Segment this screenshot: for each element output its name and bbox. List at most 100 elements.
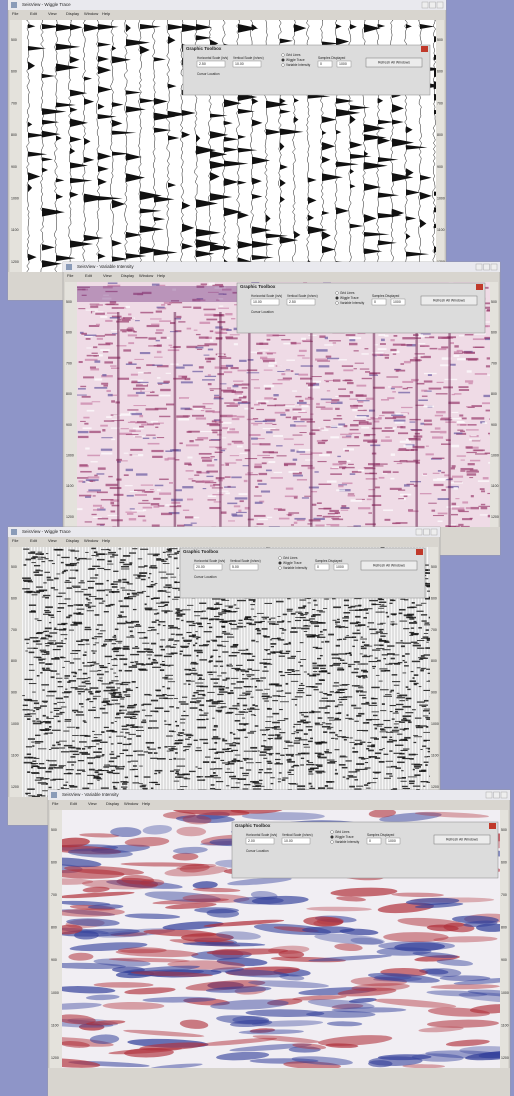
menu-item[interactable]: Display [106,801,119,806]
window-max-button[interactable] [484,264,490,270]
intensity-streak [199,366,204,368]
trace-band [310,312,313,527]
wiggle-dash [391,690,394,692]
axis-label-right: 800 [437,133,443,137]
intensity-streak [97,338,103,340]
menu-item[interactable]: View [103,273,112,278]
menu-item[interactable]: Help [102,538,111,543]
menu-item[interactable]: File [12,538,19,543]
menu-item[interactable]: Edit [30,11,38,16]
window-min-button[interactable] [476,264,482,270]
option-label[interactable]: Wiggle Trace [283,561,302,565]
option-radio[interactable] [279,567,282,570]
menu-item[interactable]: View [88,801,97,806]
option-label[interactable]: Wiggle Trace [335,835,354,839]
option-radio[interactable] [282,54,285,57]
wiggle-dash [148,627,154,628]
intensity-streak [85,336,93,337]
window-close-button[interactable] [431,529,437,535]
window-close-button[interactable] [501,792,507,798]
menu-item[interactable]: Display [66,11,79,16]
intensity-streak [445,421,457,422]
menu-item[interactable]: File [52,801,59,806]
window-max-button[interactable] [424,529,430,535]
option-label[interactable]: Variable Intensity [335,840,360,844]
option-radio[interactable] [331,836,334,839]
menu-item[interactable]: Display [121,273,134,278]
intensity-streak [438,513,448,515]
window-close-button[interactable] [491,264,497,270]
option-label[interactable]: Grid Lines [286,53,301,57]
wiggle-dash [126,637,134,638]
option-label[interactable]: Grid Lines [283,556,298,560]
refresh-button-label[interactable]: Refresh All Windows [446,837,478,841]
wiggle-dash [110,757,117,759]
wiggle-dash [109,682,113,684]
option-label[interactable]: Variable Intensity [283,566,308,570]
menu-item[interactable]: Edit [30,538,38,543]
menu-item[interactable]: Help [142,801,151,806]
window-min-button[interactable] [486,792,492,798]
option-radio[interactable] [331,831,334,834]
window-min-button[interactable] [422,2,428,8]
toolbox-close[interactable] [421,46,428,52]
menu-item[interactable]: Window [84,538,98,543]
option-label[interactable]: Wiggle Trace [340,296,359,300]
menu-item[interactable]: Window [84,11,98,16]
wiggle-dash [76,748,81,750]
window-max-button[interactable] [494,792,500,798]
intensity-streak [361,353,368,354]
option-label[interactable]: Variable Intensity [340,301,365,305]
wiggle-dash [174,743,179,744]
wiggle-dash [99,603,104,604]
menu-item[interactable]: View [48,538,57,543]
refresh-button-label[interactable]: Refresh All Windows [433,298,465,302]
menu-item[interactable]: Window [124,801,138,806]
menu-item[interactable]: Window [139,273,153,278]
menu-item[interactable]: Display [66,538,79,543]
wiggle-dash [337,619,340,620]
wiggle-dash [71,764,74,765]
refresh-button-label[interactable]: Refresh All Windows [378,60,410,64]
intensity-streak [209,424,220,426]
cursor-location: Cursor Location [197,72,220,76]
menu-item[interactable]: Help [102,11,111,16]
menu-item[interactable]: Edit [85,273,93,278]
wiggle-dash [301,683,303,684]
wiggle-dash [319,707,328,708]
refresh-button-label[interactable]: Refresh All Windows [373,563,405,567]
toolbox-close[interactable] [416,549,423,555]
intensity-streak [233,399,241,401]
wiggle-dash [169,638,174,639]
intensity-streak [317,461,326,462]
option-radio[interactable] [282,59,285,62]
menu-item[interactable]: View [48,11,57,16]
option-label[interactable]: Variable Intensity [286,63,311,67]
window-min-button[interactable] [416,529,422,535]
option-radio[interactable] [331,841,334,844]
intensity-streak [192,415,204,417]
wiggle-dash [373,715,378,716]
wiggle-dash [234,604,236,605]
menu-item[interactable]: File [67,273,74,278]
option-radio[interactable] [336,292,339,295]
option-label[interactable]: Grid Lines [335,830,350,834]
toolbox-close[interactable] [489,823,496,829]
option-radio[interactable] [282,64,285,67]
wiggle-dash [191,698,197,699]
option-radio[interactable] [279,562,282,565]
option-radio[interactable] [336,302,339,305]
menu-item[interactable]: File [12,11,19,16]
toolbox-close[interactable] [476,284,483,290]
wiggle-dash [176,568,178,569]
option-radio[interactable] [336,297,339,300]
option-label[interactable]: Grid Lines [340,291,355,295]
wiggle-dash [34,758,40,759]
window-close-button[interactable] [437,2,443,8]
option-label[interactable]: Wiggle Trace [286,58,305,62]
option-radio[interactable] [279,557,282,560]
menu-item[interactable]: Help [157,273,166,278]
menu-item[interactable]: Edit [70,801,78,806]
window-max-button[interactable] [430,2,436,8]
intensity-streak [133,405,146,406]
